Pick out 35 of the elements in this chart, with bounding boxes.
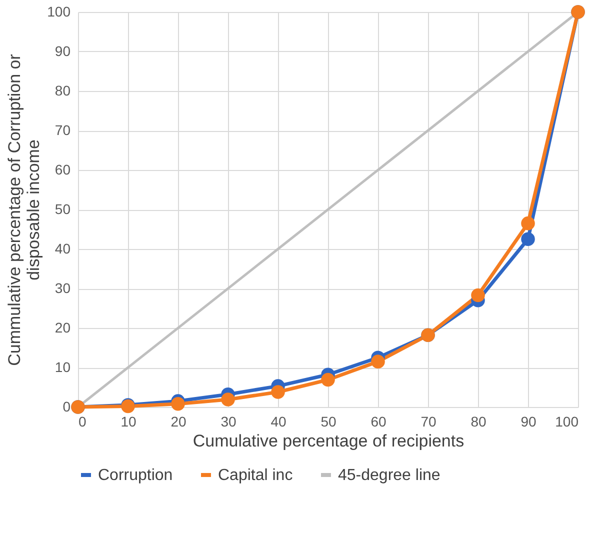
x-tick-label: 70 [420,414,436,430]
x-tick-label: 0 [78,414,86,430]
point [271,385,285,399]
y-axis-title: Cummulative percentage of Corruption or disposable income [5,54,44,366]
x-tick-label: 20 [170,414,186,430]
x-tick-label: 60 [370,414,386,430]
x-axis-title: Cumulative percentage of recipients [192,432,464,450]
y-tick-label: 80 [54,82,71,98]
point [321,372,335,387]
x-tick-label: 90 [520,414,536,430]
point [521,232,535,246]
point [521,216,535,230]
y-tick-label: 70 [54,122,71,138]
point [171,396,185,411]
x-tick-label: 100 [555,414,579,430]
x-tick-label: 30 [220,414,236,430]
legend-label: Corruption [98,467,173,484]
y-tick-label: 0 [62,398,71,414]
y-tick-label: 100 [47,4,71,20]
point [371,354,385,368]
x-tick-label: 50 [320,414,336,430]
legend-label: Capital inc [218,467,293,484]
x-tick-label: 10 [120,414,136,430]
x-tick-label: 40 [270,414,286,430]
y-tick-label: 40 [54,240,71,256]
x-tick-label: 80 [470,414,486,430]
y-tick-label: 60 [54,162,71,178]
point [471,288,485,302]
y-tick-label: 20 [54,320,71,336]
legend-label: 45-degree line [338,467,440,484]
point [221,392,235,406]
y-tick-label: 10 [54,359,71,375]
y-tick-label: 30 [54,280,71,296]
y-tick-label: 50 [54,201,71,217]
y-tick-label: 90 [54,43,71,59]
